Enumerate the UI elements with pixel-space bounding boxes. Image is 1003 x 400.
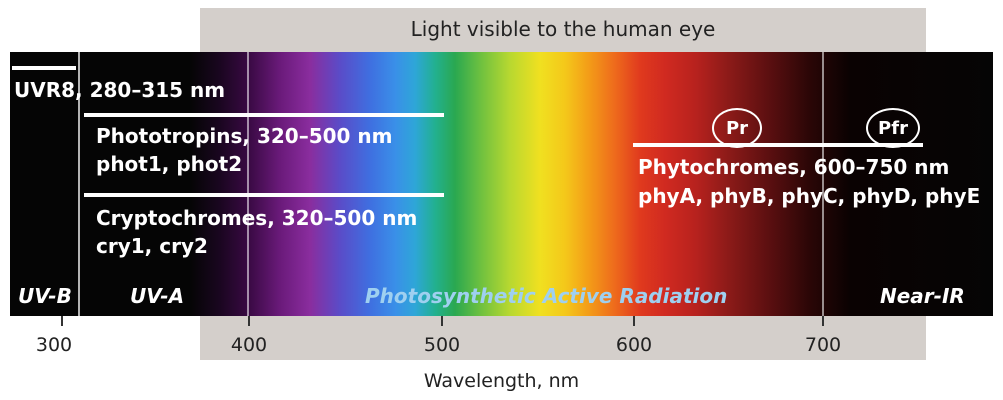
spectrum-strip: [10, 52, 993, 316]
uvr8-bar: [12, 66, 76, 70]
cryptochromes-members: cry1, cry2: [96, 234, 208, 258]
phototropins-members: phot1, phot2: [96, 152, 243, 176]
tick-label-600: 600: [615, 334, 653, 356]
visible-light-label: Light visible to the human eye: [410, 17, 716, 41]
gridline-400: [247, 52, 249, 316]
tick-500: [441, 316, 443, 326]
tick-300: [61, 316, 63, 326]
region-uvb-label: UV-B: [18, 284, 72, 308]
gridline-700: [822, 52, 824, 316]
uvb-divider: [78, 52, 80, 316]
pr-form-circle: Pr: [712, 108, 762, 148]
tick-label-500: 500: [423, 334, 461, 356]
pr-form-label: Pr: [725, 117, 749, 139]
visible-light-band-bottom: [200, 316, 926, 360]
phytochromes-bar: [633, 143, 923, 147]
tick-label-400: 400: [230, 334, 268, 356]
tick-label-700: 700: [804, 334, 842, 356]
region-par-label: Photosynthetic Active Radiation: [365, 284, 728, 308]
visible-light-band: Light visible to the human eye: [200, 8, 926, 52]
tick-700: [822, 316, 824, 326]
pfr-form-label: Pfr: [878, 117, 908, 139]
phototropins-bar: [84, 113, 444, 117]
cryptochromes-label: Cryptochromes, 320–500 nm: [96, 206, 418, 230]
tick-600: [633, 316, 635, 326]
phytochromes-label: Phytochromes, 600–750 nm: [638, 155, 950, 179]
region-uva-label: UV-A: [130, 284, 185, 308]
phytochromes-members: phyA, phyB, phyC, phyD, phyE: [638, 184, 981, 208]
axis-title: Wavelength, nm: [423, 370, 580, 392]
cryptochromes-bar: [84, 193, 444, 197]
tick-400: [248, 316, 250, 326]
pfr-form-circle: Pfr: [866, 108, 920, 148]
tick-label-300: 300: [35, 334, 73, 356]
uvr8-label: UVR8, 280–315 nm: [14, 78, 226, 102]
region-nir-label: Near-IR: [880, 284, 965, 308]
phototropins-label: Phototropins, 320–500 nm: [96, 124, 393, 148]
